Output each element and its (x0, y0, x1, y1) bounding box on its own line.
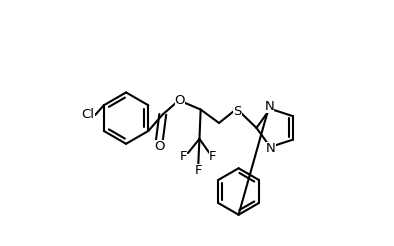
Text: F: F (195, 164, 202, 177)
Text: O: O (154, 140, 164, 154)
Text: S: S (233, 106, 242, 119)
Text: O: O (175, 94, 185, 108)
Text: N: N (266, 142, 276, 155)
Text: F: F (180, 150, 187, 163)
Text: Cl: Cl (82, 108, 95, 121)
Text: F: F (209, 150, 217, 163)
Text: N: N (265, 100, 275, 113)
